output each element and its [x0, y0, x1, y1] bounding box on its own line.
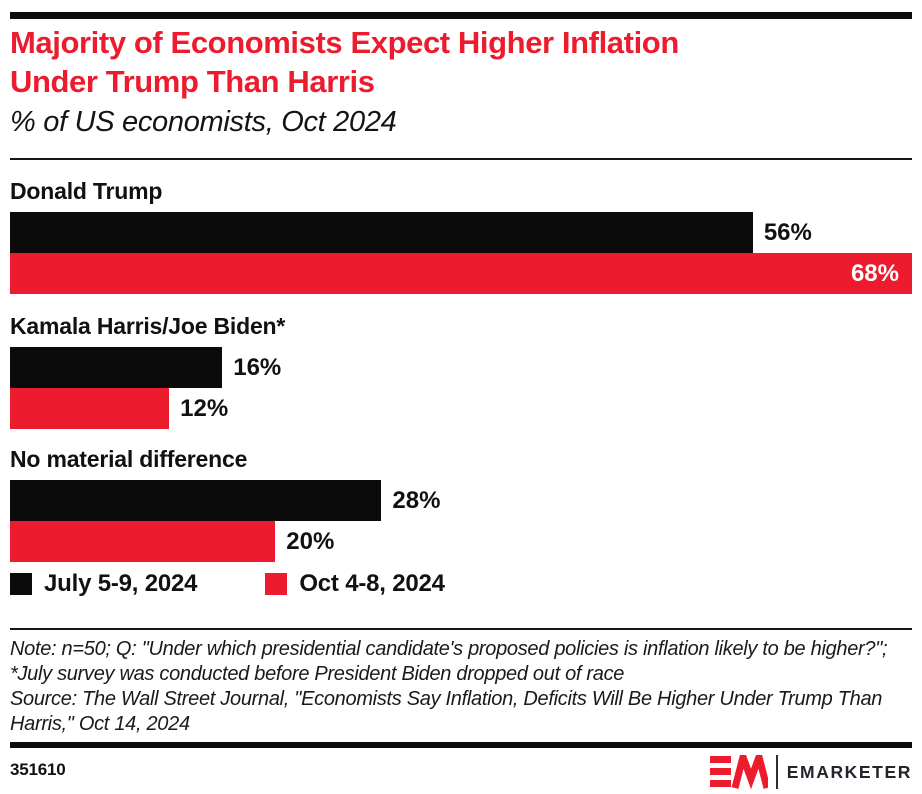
legend-item: Oct 4-8, 2024 [265, 570, 445, 598]
brand-wordmark: EMARKETER [786, 761, 912, 782]
bar-row: 12% [10, 388, 912, 429]
bar: 68% [10, 253, 912, 294]
bar-group: No material difference 28% 20% [10, 446, 912, 562]
bar-value-label: 68% [850, 259, 899, 287]
bar-value-label: 16% [233, 353, 282, 381]
bar-row: 56% [10, 212, 912, 253]
legend-swatch-icon [10, 573, 32, 595]
bar-value-label: 28% [392, 486, 441, 514]
note-text: Note: n=50; Q: "Under which presidential… [10, 638, 888, 685]
bar-group: Kamala Harris/Joe Biden* 16% 12% [10, 313, 912, 429]
bar-value-label: 20% [286, 527, 335, 555]
bar-row: 68% [10, 253, 912, 294]
legend-label: July 5-9, 2024 [44, 570, 198, 597]
bar [10, 212, 753, 253]
bar-category-label: Kamala Harris/Joe Biden* [10, 313, 286, 339]
header-divider [10, 158, 912, 160]
footnote-divider [10, 628, 912, 630]
footer-rule [10, 742, 912, 748]
bar-category-label: Donald Trump [10, 178, 163, 204]
logo-separator [775, 755, 778, 789]
chart-subtitle: % of US economists, Oct 2024 [10, 106, 397, 138]
bar [10, 480, 382, 521]
bar-group: Donald Trump 56% 68% [10, 178, 912, 294]
em-logomark-icon [709, 755, 768, 789]
bar-category-label: No material difference [10, 446, 248, 472]
bar [10, 521, 276, 562]
chart-id: 351610 [10, 760, 66, 779]
bar [10, 388, 170, 429]
footnote: Note: n=50; Q: "Under which presidential… [10, 637, 912, 737]
bar-row: 28% [10, 480, 912, 521]
bar [10, 347, 223, 388]
emarketer-logo: EMARKETER [709, 753, 912, 791]
bar-row: 20% [10, 521, 912, 562]
legend-label: Oct 4-8, 2024 [299, 570, 445, 597]
source-text: Source: The Wall Street Journal, "Econom… [10, 688, 883, 735]
bar-value-label: 56% [763, 218, 812, 246]
top-rule [10, 12, 912, 19]
chart-legend: July 5-9, 2024 Oct 4-8, 2024 [10, 570, 445, 598]
chart-title-line1: Majority of Economists Expect Higher Inf… [10, 25, 679, 60]
bar-value-label: 12% [180, 394, 229, 422]
bar-row: 16% [10, 347, 912, 388]
chart-title: Majority of Economists Expect Higher Inf… [10, 23, 900, 101]
legend-item: July 5-9, 2024 [10, 570, 198, 598]
legend-swatch-icon [265, 573, 288, 595]
chart-title-line2: Under Trump Than Harris [10, 64, 375, 99]
